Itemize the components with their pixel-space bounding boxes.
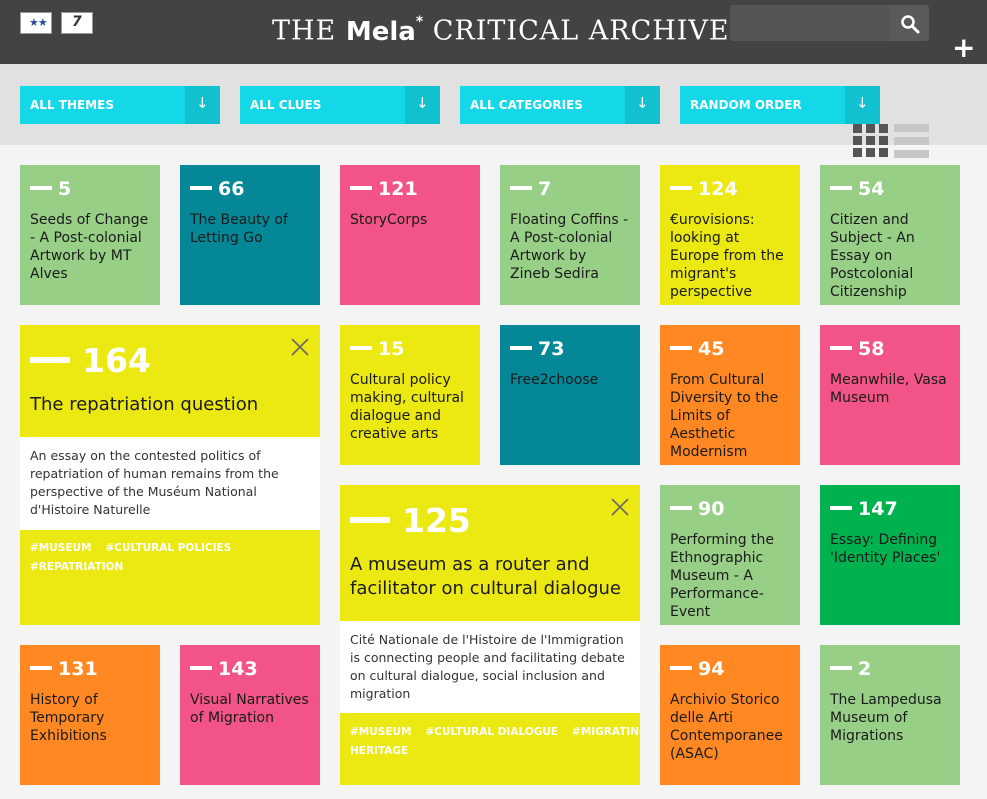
title-pre: THE bbox=[272, 15, 346, 47]
search-input[interactable] bbox=[730, 5, 890, 41]
order-dropdown[interactable]: RANDOM ORDER ↓ bbox=[680, 86, 880, 124]
tile-title: Visual Narratives of Migration bbox=[190, 692, 309, 726]
list-view-icon[interactable] bbox=[894, 124, 930, 158]
close-icon[interactable] bbox=[290, 337, 310, 357]
tag-link[interactable]: #MUSEUM bbox=[350, 726, 412, 738]
tile-number: 147 bbox=[830, 497, 950, 521]
tile-number: 125 bbox=[350, 501, 471, 541]
tag-link[interactable]: #CULTURAL POLICIES bbox=[105, 542, 232, 554]
tile-title: Essay: Defining 'Identity Places' bbox=[830, 532, 941, 566]
tile-number: 5 bbox=[30, 177, 150, 201]
tile-number: 121 bbox=[350, 177, 470, 201]
archive-tile[interactable]: 131 History of Temporary Exhibitions bbox=[20, 645, 160, 785]
tag-list: #MUSEUM #CULTURAL POLICIES #REPATRIATION bbox=[30, 539, 310, 577]
tile-title: Cultural policy making, cultural dialogu… bbox=[350, 372, 464, 442]
clues-filter-dropdown[interactable]: ALL CLUES ↓ bbox=[240, 86, 440, 124]
tile-number: 7 bbox=[510, 177, 630, 201]
tile-number: 90 bbox=[670, 497, 790, 521]
tile-title: Seeds of Change - A Post-colonial Artwor… bbox=[30, 212, 149, 282]
tile-title: The Lampedusa Museum of Migrations bbox=[830, 692, 942, 744]
tile-number: 54 bbox=[830, 177, 950, 201]
grid-view-icon[interactable] bbox=[853, 124, 889, 158]
filter-label: ALL THEMES bbox=[30, 98, 114, 112]
arrow-down-icon: ↓ bbox=[405, 86, 440, 124]
search-icon bbox=[901, 15, 920, 34]
archive-tile[interactable]: 147 Essay: Defining 'Identity Places' bbox=[820, 485, 960, 625]
archive-tile[interactable]: 121 StoryCorps bbox=[340, 165, 480, 305]
archive-tile[interactable]: 7 Floating Coffins - A Post-colonial Art… bbox=[500, 165, 640, 305]
plus-icon: + bbox=[952, 31, 976, 64]
arrow-down-icon: ↓ bbox=[185, 86, 220, 124]
tag-list: #MUSEUM #CULTURAL DIALOGUE#MIGRATING HERI… bbox=[350, 723, 640, 761]
filter-bar: ALL THEMES ↓ ALL CLUES ↓ ALL CATEGORIES … bbox=[0, 64, 987, 145]
tile-number: 124 bbox=[670, 177, 790, 201]
archive-tile[interactable]: 45 From Cultural Diversity to the Limits… bbox=[660, 325, 800, 465]
tile-number: 2 bbox=[830, 657, 950, 681]
filter-label: RANDOM ORDER bbox=[690, 98, 802, 112]
tile-title: Free2choose bbox=[510, 372, 599, 388]
arrow-down-icon: ↓ bbox=[845, 86, 880, 124]
tile-number: 15 bbox=[350, 337, 470, 361]
tile-description: Cité Nationale de l'Histoire de l'Immigr… bbox=[340, 621, 640, 713]
tile-title: The Beauty of Letting Go bbox=[190, 212, 288, 246]
filter-label: ALL CATEGORIES bbox=[470, 98, 583, 112]
tile-number: 73 bbox=[510, 337, 630, 361]
title-post: CRITICAL ARCHIVE bbox=[423, 15, 730, 47]
archive-tile[interactable]: 94 Archivio Storico delle Arti Contempor… bbox=[660, 645, 800, 785]
tile-number: 45 bbox=[670, 337, 790, 361]
expanded-tile[interactable]: 164 The repatriation question An essay o… bbox=[20, 325, 320, 625]
tile-number: 131 bbox=[30, 657, 150, 681]
tile-title: The repatriation question bbox=[30, 394, 259, 415]
tile-title: Citizen and Subject - An Essay on Postco… bbox=[830, 212, 915, 300]
tile-number: 164 bbox=[30, 341, 151, 381]
tile-number: 66 bbox=[190, 177, 310, 201]
eu-flag-logo: ★★ bbox=[20, 12, 52, 34]
tile-title: Floating Coffins - A Post-colonial Artwo… bbox=[510, 212, 629, 282]
arrow-down-icon: ↓ bbox=[625, 86, 660, 124]
archive-tile[interactable]: 54 Citizen and Subject - An Essay on Pos… bbox=[820, 165, 960, 305]
tag-link[interactable]: #MIGRATING HERITAGE bbox=[350, 726, 640, 757]
tag-link[interactable]: #MUSEUM bbox=[30, 542, 92, 554]
categories-filter-dropdown[interactable]: ALL CATEGORIES ↓ bbox=[460, 86, 660, 124]
archive-tile[interactable]: 124 €urovisions: looking at Europe from … bbox=[660, 165, 800, 305]
tile-number: 94 bbox=[670, 657, 790, 681]
tag-link[interactable]: #REPATRIATION bbox=[30, 561, 124, 573]
search-button[interactable] bbox=[890, 5, 929, 41]
seventh-framework-logo: 7 bbox=[61, 12, 93, 34]
expanded-tile[interactable]: 125 A museum as a router and facilitator… bbox=[340, 485, 640, 785]
tile-description: An essay on the contested politics of re… bbox=[20, 437, 320, 530]
themes-filter-dropdown[interactable]: ALL THEMES ↓ bbox=[20, 86, 220, 124]
tile-title: A museum as a router and facilitator on … bbox=[350, 554, 621, 599]
tile-title: Meanwhile, Vasa Museum bbox=[830, 372, 947, 406]
site-title[interactable]: THE Mela* CRITICAL ARCHIVE bbox=[272, 6, 730, 47]
archive-tile[interactable]: 90 Performing the Ethnographic Museum - … bbox=[660, 485, 800, 625]
filter-label: ALL CLUES bbox=[250, 98, 322, 112]
archive-tile[interactable]: 15 Cultural policy making, cultural dial… bbox=[340, 325, 480, 465]
tile-number: 58 bbox=[830, 337, 950, 361]
archive-tile[interactable]: 73 Free2choose bbox=[500, 325, 640, 465]
archive-tile[interactable]: 5 Seeds of Change - A Post-colonial Artw… bbox=[20, 165, 160, 305]
tile-title: History of Temporary Exhibitions bbox=[30, 692, 107, 744]
title-brand: Mela* bbox=[345, 14, 424, 47]
tag-link[interactable]: #CULTURAL DIALOGUE bbox=[425, 726, 559, 738]
tile-title: €urovisions: looking at Europe from the … bbox=[670, 212, 784, 300]
tile-title: Archivio Storico delle Arti Contemporane… bbox=[670, 692, 783, 762]
archive-tile[interactable]: 143 Visual Narratives of Migration bbox=[180, 645, 320, 785]
tile-title: From Cultural Diversity to the Limits of… bbox=[670, 372, 779, 460]
archive-tile[interactable]: 2 The Lampedusa Museum of Migrations bbox=[820, 645, 960, 785]
archive-tile[interactable]: 66 The Beauty of Letting Go bbox=[180, 165, 320, 305]
close-icon[interactable] bbox=[610, 497, 630, 517]
tile-number: 143 bbox=[190, 657, 310, 681]
archive-tile[interactable]: 58 Meanwhile, Vasa Museum bbox=[820, 325, 960, 465]
site-header: ★★ 7 THE Mela* CRITICAL ARCHIVE bbox=[0, 0, 987, 64]
tile-title: StoryCorps bbox=[350, 212, 428, 228]
tile-title: Performing the Ethnographic Museum - A P… bbox=[670, 532, 775, 620]
